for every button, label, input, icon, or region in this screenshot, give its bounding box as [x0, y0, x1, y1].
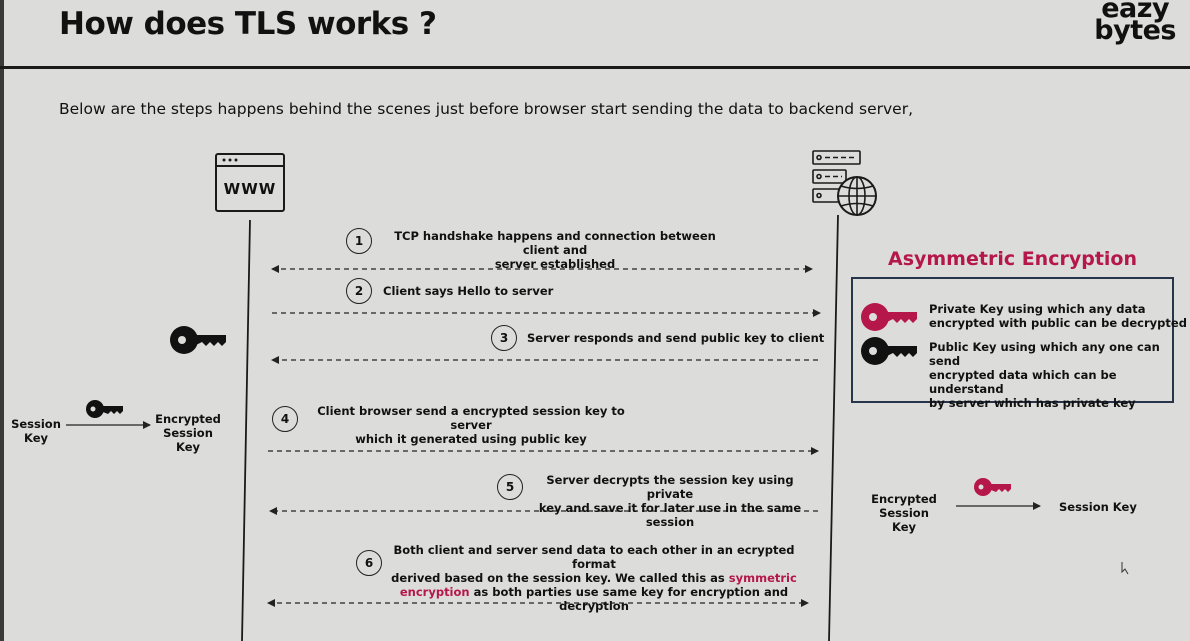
- legend-public-line1: Public Key using which any one can send: [929, 340, 1160, 368]
- legend-private-line2: encrypted with public can be decrypted: [929, 316, 1187, 330]
- step-4-line2: which it generated using public key: [355, 432, 587, 446]
- step-5-line2: key and save it for later use in the sam…: [538, 501, 802, 529]
- left-flow-from: Session Key: [6, 417, 66, 445]
- step-6-line2: derived based on the session key. We cal…: [384, 571, 804, 585]
- step-4-line1: Client browser send a encrypted session …: [317, 404, 625, 432]
- legend-private-key-icon: [861, 303, 917, 331]
- legend-title: Asymmetric Encryption: [887, 248, 1138, 270]
- right-flow-from: Encrypted Session Key: [866, 492, 942, 534]
- step-6-highlight-symmetric: symmetric: [728, 571, 797, 585]
- step-3-number: 3: [491, 325, 517, 351]
- step-5-line1: Server decrypts the session key using pr…: [546, 473, 794, 501]
- step-4-number: 4: [272, 406, 298, 432]
- client-lifeline: [241, 219, 251, 641]
- window-edge: [0, 0, 4, 641]
- session-public-key-icon: [86, 400, 123, 418]
- header-divider: [0, 66, 1190, 69]
- session-private-key-icon: [974, 478, 1011, 496]
- mouse-cursor-icon: [1121, 562, 1129, 575]
- browser-label: WWW: [223, 180, 277, 198]
- legend-box: [851, 277, 1174, 403]
- right-flow-from-line1: Encrypted: [871, 492, 937, 506]
- step-6-number: 6: [356, 550, 382, 576]
- step-1-text: TCP handshake happens and connection bet…: [380, 229, 730, 271]
- left-flow-to: Encrypted Session Key: [150, 412, 226, 454]
- server-lifeline: [828, 214, 839, 641]
- public-key-icon: [170, 326, 226, 354]
- intro-text: Below are the steps happens behind the s…: [59, 100, 914, 118]
- browser-icon: [215, 153, 285, 212]
- right-flow-from-line2: Session Key: [879, 506, 929, 534]
- logo: eazy bytes: [1094, 0, 1176, 46]
- step-6-highlight-encryption: encryption: [399, 585, 470, 599]
- step-6-text: Both client and server send data to each…: [384, 543, 804, 613]
- step-2-number: 2: [346, 278, 372, 304]
- step-6-line2-text: derived based on the session key. We cal…: [391, 571, 729, 585]
- step-4-text: Client browser send a encrypted session …: [306, 404, 636, 446]
- legend-private-line1: Private Key using which any data: [929, 302, 1146, 316]
- left-flow-to-line1: Encrypted: [155, 412, 221, 426]
- logo-line2: bytes: [1094, 15, 1176, 46]
- legend-public-text: Public Key using which any one can send …: [929, 340, 1190, 410]
- step-1-line1: TCP handshake happens and connection bet…: [394, 229, 716, 257]
- step-5-text: Server decrypts the session key using pr…: [530, 473, 810, 529]
- step-5-number: 5: [497, 474, 523, 500]
- step-3-text: Server responds and send public key to c…: [527, 331, 825, 345]
- left-flow-to-line2: Session Key: [163, 426, 213, 454]
- legend-public-key-icon: [861, 337, 917, 365]
- page-title: How does TLS works ?: [59, 6, 437, 42]
- legend-private-text: Private Key using which any data encrypt…: [929, 302, 1187, 330]
- legend-public-line2: encrypted data which can be understand: [929, 368, 1117, 396]
- step-2-text: Client says Hello to server: [383, 284, 554, 298]
- step-6-line3: encryption as both parties use same key …: [384, 585, 804, 613]
- step-1-line2: server established: [494, 257, 616, 271]
- left-flow-from-line2: Key: [23, 431, 48, 445]
- step-1-number: 1: [346, 228, 372, 254]
- right-flow-to: Session Key: [1059, 500, 1137, 514]
- step-6-line1: Both client and server send data to each…: [393, 543, 795, 571]
- step-6-line3-text: as both parties use same key for encrypt…: [469, 585, 789, 613]
- left-flow-from-line1: Session: [11, 417, 61, 431]
- server-globe-icon: [812, 150, 877, 216]
- logo-line1: eazy: [1101, 0, 1170, 24]
- legend-public-line3: by server which has private key: [929, 396, 1136, 410]
